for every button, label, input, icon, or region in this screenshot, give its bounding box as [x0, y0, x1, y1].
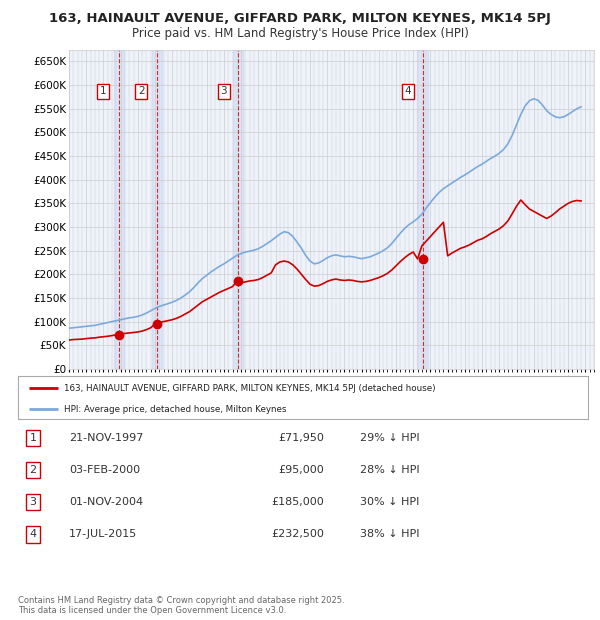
- Text: 2: 2: [138, 86, 145, 96]
- Text: 4: 4: [404, 86, 411, 96]
- Text: £232,500: £232,500: [271, 529, 324, 539]
- Bar: [418, 50, 428, 369]
- Text: HPI: Average price, detached house, Milton Keynes: HPI: Average price, detached house, Milt…: [64, 405, 286, 414]
- Text: Contains HM Land Registry data © Crown copyright and database right 2025.
This d: Contains HM Land Registry data © Crown c…: [18, 596, 344, 615]
- Text: 3: 3: [29, 497, 37, 507]
- Text: 30% ↓ HPI: 30% ↓ HPI: [360, 497, 419, 507]
- Text: £185,000: £185,000: [271, 497, 324, 507]
- Text: 28% ↓ HPI: 28% ↓ HPI: [360, 465, 419, 475]
- Bar: [113, 50, 124, 369]
- Text: 21-NOV-1997: 21-NOV-1997: [69, 433, 143, 443]
- Text: Price paid vs. HM Land Registry's House Price Index (HPI): Price paid vs. HM Land Registry's House …: [131, 27, 469, 40]
- Text: 03-FEB-2000: 03-FEB-2000: [69, 465, 140, 475]
- Text: 1: 1: [29, 433, 37, 443]
- Text: 4: 4: [29, 529, 37, 539]
- Text: 17-JUL-2015: 17-JUL-2015: [69, 529, 137, 539]
- Bar: [233, 50, 244, 369]
- Text: 3: 3: [220, 86, 227, 96]
- Text: 163, HAINAULT AVENUE, GIFFARD PARK, MILTON KEYNES, MK14 5PJ (detached house): 163, HAINAULT AVENUE, GIFFARD PARK, MILT…: [64, 384, 435, 392]
- Text: £95,000: £95,000: [278, 465, 324, 475]
- Text: 38% ↓ HPI: 38% ↓ HPI: [360, 529, 419, 539]
- Text: £71,950: £71,950: [278, 433, 324, 443]
- Text: 1: 1: [100, 86, 107, 96]
- Text: 01-NOV-2004: 01-NOV-2004: [69, 497, 143, 507]
- Text: 29% ↓ HPI: 29% ↓ HPI: [360, 433, 419, 443]
- Text: 2: 2: [29, 465, 37, 475]
- Bar: [152, 50, 162, 369]
- Text: 163, HAINAULT AVENUE, GIFFARD PARK, MILTON KEYNES, MK14 5PJ: 163, HAINAULT AVENUE, GIFFARD PARK, MILT…: [49, 12, 551, 25]
